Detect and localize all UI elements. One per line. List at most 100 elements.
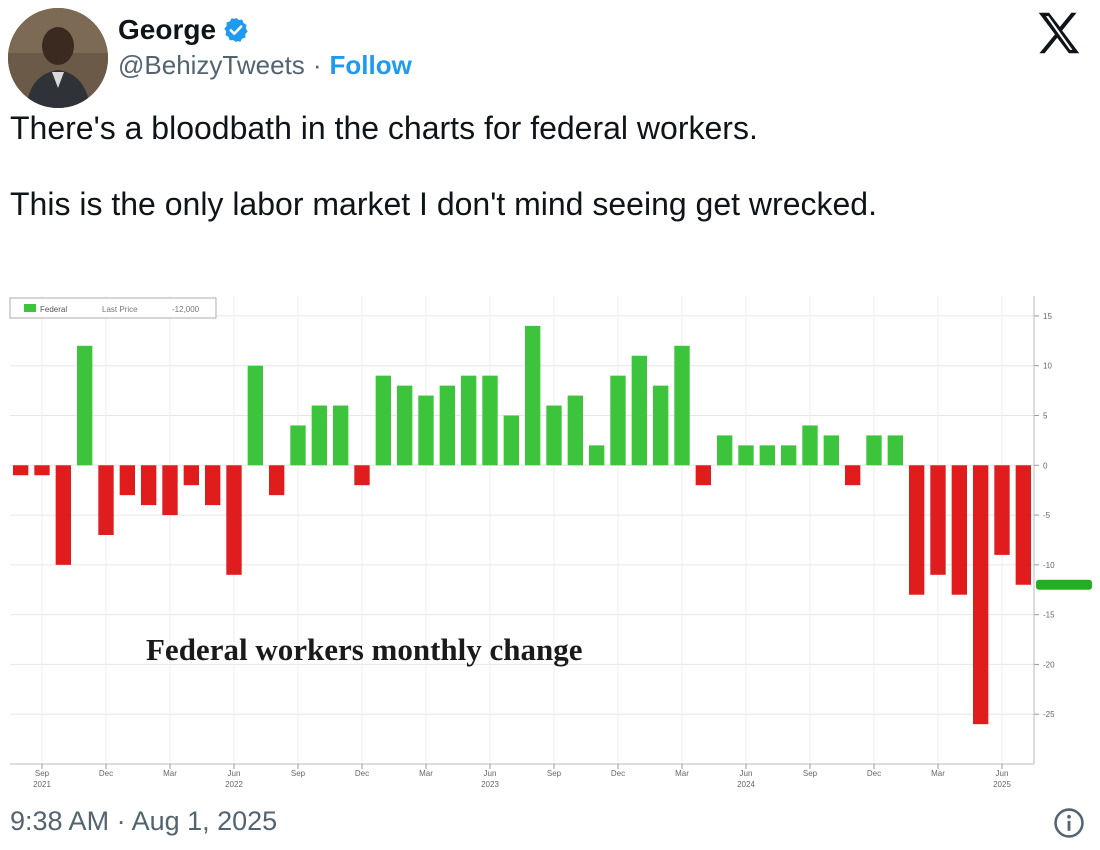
chart-bar: [652, 385, 669, 466]
tweet-text-line-2: This is the only labor market I don't mi…: [10, 186, 877, 222]
x-tick-label: Sep: [547, 769, 562, 778]
chart-bar: [226, 465, 242, 575]
x-tick-label: Jun: [484, 769, 497, 778]
x-tick-label: Sep: [291, 769, 306, 778]
chart-bar: [674, 345, 690, 466]
chart-bar: [34, 465, 50, 476]
chart-bar: [183, 465, 200, 486]
x-tick-year: 2023: [481, 780, 499, 789]
chart-bar: [930, 465, 946, 575]
chart-bar: [12, 465, 29, 476]
chart-bar: [588, 445, 605, 466]
separator-dot: ·: [312, 50, 322, 80]
chart-bar: [332, 405, 349, 466]
x-tick-label: Mar: [163, 769, 177, 778]
x-tick-year: 2022: [225, 780, 243, 789]
chart-bar: [460, 375, 477, 466]
chart-bar: [503, 415, 520, 466]
y-tick-label: -15: [1043, 611, 1055, 620]
info-icon[interactable]: [1052, 806, 1086, 840]
x-logo-icon[interactable]: [1032, 6, 1086, 60]
x-tick-label: Mar: [675, 769, 689, 778]
y-tick-label: 10: [1043, 362, 1052, 371]
legend-last-price-label: Last Price: [102, 305, 138, 314]
chart-bar: [162, 465, 178, 516]
x-tick-label: Jun: [996, 769, 1009, 778]
y-tick-label: -10: [1043, 561, 1055, 570]
chart-bar: [482, 375, 498, 466]
chart-bar: [951, 465, 968, 595]
author-handle[interactable]: @BehizyTweets: [118, 50, 305, 80]
chart-bar: [780, 445, 797, 466]
chart-bar: [119, 465, 136, 496]
author-name[interactable]: George: [118, 14, 217, 45]
y-tick-label: -5: [1043, 511, 1051, 520]
chart-bar: [866, 435, 882, 466]
x-tick-label: Jun: [740, 769, 753, 778]
chart-grid: [10, 296, 1034, 764]
chart-bar: [204, 465, 221, 506]
chart-image[interactable]: 15 10 5 0 -5 -10 -15 -20 -25 Sep 2021 Dec Mar Jun 202…: [6, 292, 1094, 800]
chart-bar: [972, 465, 989, 725]
chart-bar: [439, 385, 456, 466]
chart-bar: [76, 345, 93, 466]
x-tick-label: Dec: [867, 769, 881, 778]
chart-title: Federal workers monthly change: [146, 632, 583, 667]
chart-y-axis: 15 10 5 0 -5 -10 -15 -20 -25: [1033, 296, 1092, 764]
x-tick-label: Dec: [355, 769, 369, 778]
chart-bar: [268, 465, 285, 496]
chart-bar: [354, 465, 370, 486]
tweet-text: There's a bloodbath in the charts for fe…: [10, 108, 1070, 224]
legend-box: [9, 297, 217, 319]
chart-bar: [908, 465, 925, 595]
chart-bar: [396, 385, 413, 466]
chart-bar: [1015, 465, 1032, 585]
x-tick-label: Sep: [803, 769, 818, 778]
legend-series-name: Federal: [40, 305, 67, 314]
chart-bar: [311, 405, 328, 466]
chart-bar: [716, 435, 733, 466]
x-tick-year: 2021: [33, 780, 51, 789]
follow-button[interactable]: Follow: [329, 50, 412, 80]
chart-bar: [375, 375, 392, 466]
chart-bar: [695, 465, 712, 486]
chart-bar: [290, 425, 306, 466]
y-tick-label: 0: [1043, 461, 1048, 470]
chart-bar: [610, 375, 626, 466]
chart-bar: [823, 435, 840, 466]
y-tick-label: 5: [1043, 411, 1048, 420]
y-tick-label: -20: [1043, 660, 1055, 669]
y-tick-label: 15: [1043, 312, 1052, 321]
chart-bar: [247, 365, 264, 466]
x-tick-year: 2025: [993, 780, 1011, 789]
avatar[interactable]: [8, 8, 108, 108]
y-tick-label: -25: [1043, 710, 1055, 719]
x-tick-label: Mar: [419, 769, 433, 778]
chart-bar: [802, 425, 818, 466]
chart-bar: [994, 465, 1010, 555]
chart-bar: [546, 405, 562, 466]
chart-bar: [418, 395, 434, 466]
chart-bar: [759, 445, 776, 466]
last-value-marker: [1036, 579, 1092, 590]
chart-bar: [140, 465, 157, 506]
x-tick-label: Sep: [35, 769, 50, 778]
chart-bar: [844, 465, 861, 486]
author-row: George: [118, 14, 250, 46]
verified-badge-icon: [224, 17, 248, 43]
tweet-text-line-1: There's a bloodbath in the charts for fe…: [10, 110, 758, 146]
federal-workers-chart: 15 10 5 0 -5 -10 -15 -20 -25 Sep 2021 Dec Mar Jun 202…: [6, 292, 1094, 800]
x-tick-label: Dec: [99, 769, 113, 778]
tweet-timestamp[interactable]: 9:38 AM · Aug 1, 2025: [10, 806, 278, 836]
chart-x-axis: Sep 2021 Dec Mar Jun 2022 Sep Dec Mar Jun 2023 Sep D…: [10, 763, 1034, 789]
chart-bar: [55, 465, 72, 565]
chart-legend: Federal Last Price -12,000: [9, 297, 217, 319]
handle-row: @BehizyTweets · Follow: [118, 50, 412, 81]
chart-bar: [524, 325, 541, 466]
x-tick-label: Jun: [228, 769, 241, 778]
chart-bars: [12, 325, 1032, 725]
chart-bar: [567, 395, 584, 466]
chart-bar: [887, 435, 904, 466]
legend-last-price-value: -12,000: [172, 305, 200, 314]
x-tick-year: 2024: [737, 780, 755, 789]
